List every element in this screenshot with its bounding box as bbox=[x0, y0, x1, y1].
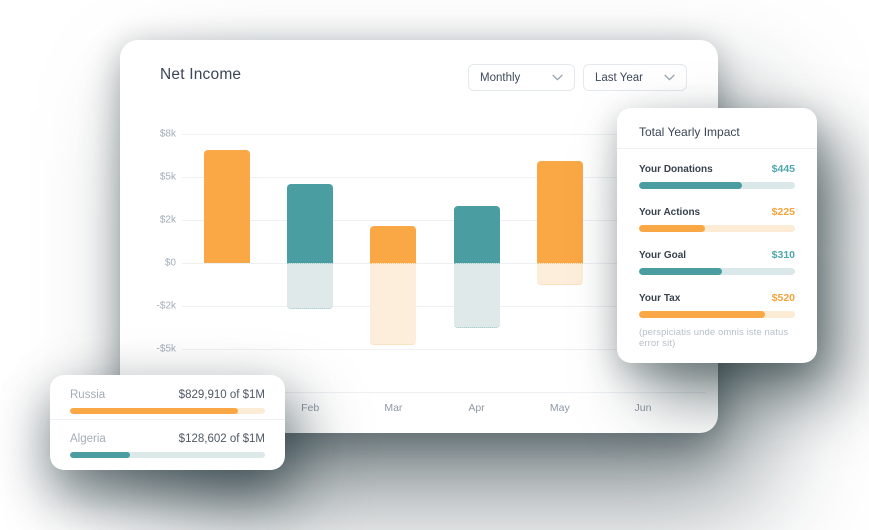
countries-progress-card: Russia $829,910 of $1M Algeria $128,602 of … bbox=[50, 375, 285, 470]
impact-progress-fill bbox=[639, 311, 766, 318]
bar-may-positive bbox=[536, 161, 583, 263]
x-axis-tick-label: Jun bbox=[634, 402, 652, 414]
country-progress-track bbox=[70, 408, 265, 414]
country-row-algeria: Algeria $128,602 of $1M bbox=[70, 433, 265, 458]
impact-row-header: Your Actions $225 bbox=[639, 206, 795, 218]
y-axis-tick-label: $5k bbox=[159, 171, 176, 183]
impact-progress-fill bbox=[639, 268, 722, 275]
x-axis-tick-label: Mar bbox=[384, 402, 403, 414]
country-progress-track bbox=[70, 452, 265, 458]
impact-progress-track bbox=[639, 268, 795, 275]
chart-gridline bbox=[182, 349, 706, 350]
country-label: Algeria bbox=[70, 433, 106, 445]
country-value: $829,910 of $1M bbox=[178, 389, 265, 401]
impact-row-value: $445 bbox=[771, 163, 795, 175]
impact-progress-track bbox=[639, 182, 795, 189]
chevron-down-icon bbox=[664, 74, 675, 81]
impact-progress-fill bbox=[639, 225, 705, 232]
y-axis-tick-label: $8k bbox=[159, 128, 176, 140]
chart-gridline bbox=[182, 263, 706, 264]
country-row-russia: Russia $829,910 of $1M bbox=[70, 389, 265, 414]
impact-row-label: Your Donations bbox=[639, 164, 713, 175]
impact-progress-track bbox=[639, 225, 795, 232]
bar-apr-positive bbox=[453, 205, 500, 263]
period-dropdown[interactable]: Monthly bbox=[468, 64, 575, 91]
divider bbox=[617, 148, 817, 149]
impact-row-your-donations: Your Donations $445 bbox=[639, 163, 795, 199]
divider bbox=[50, 419, 285, 420]
impact-row-value: $225 bbox=[771, 206, 795, 218]
x-axis-tick-label: May bbox=[549, 402, 570, 414]
impact-row-your-actions: Your Actions $225 bbox=[639, 206, 795, 242]
range-dropdown[interactable]: Last Year bbox=[583, 64, 687, 91]
page-title: Net Income bbox=[160, 66, 242, 83]
y-axis-tick-label: $0 bbox=[164, 257, 176, 269]
country-progress-fill bbox=[70, 452, 131, 458]
bar-feb-negative bbox=[287, 263, 334, 309]
impact-row-your-tax: Your Tax $520 bbox=[639, 292, 795, 328]
impact-row-label: Your Actions bbox=[639, 207, 701, 218]
impact-row-header: Your Tax $520 bbox=[639, 292, 795, 304]
bar-apr-negative bbox=[453, 263, 500, 328]
period-dropdown-value: Monthly bbox=[480, 71, 521, 84]
impact-row-label: Your Tax bbox=[639, 293, 681, 304]
impact-progress-track bbox=[639, 311, 795, 318]
country-row-header: Algeria $128,602 of $1M bbox=[70, 433, 265, 445]
bar-mar-negative bbox=[370, 263, 417, 345]
impact-progress-fill bbox=[639, 182, 742, 189]
y-axis-tick-label: -$2k bbox=[156, 300, 176, 312]
impact-row-value: $520 bbox=[771, 292, 795, 304]
impact-footnote: (perspiciatis unde omnis iste natus erro… bbox=[639, 327, 789, 349]
x-axis-tick-label: Apr bbox=[468, 402, 485, 414]
impact-row-header: Your Donations $445 bbox=[639, 163, 795, 175]
chevron-down-icon bbox=[552, 74, 563, 81]
net-income-bar-chart: $8k$5k$2k$0-$2k-$5kJanFebMarAprMayJun bbox=[120, 40, 718, 433]
chart-gridline bbox=[182, 134, 706, 135]
country-value: $128,602 of $1M bbox=[178, 433, 265, 445]
chart-gridline bbox=[182, 306, 706, 307]
bar-mar-positive bbox=[370, 226, 417, 263]
impact-row-value: $310 bbox=[771, 249, 795, 261]
x-axis-tick-label: Feb bbox=[301, 402, 320, 414]
chart-gridline bbox=[182, 220, 706, 221]
country-label: Russia bbox=[70, 389, 106, 401]
y-axis-tick-label: $2k bbox=[159, 214, 176, 226]
country-row-header: Russia $829,910 of $1M bbox=[70, 389, 265, 401]
range-dropdown-value: Last Year bbox=[595, 71, 643, 84]
chart-gridline bbox=[182, 177, 706, 178]
total-yearly-impact-card: Total Yearly Impact Your Donations $445 Yo… bbox=[617, 108, 817, 363]
impact-row-header: Your Goal $310 bbox=[639, 249, 795, 261]
bar-feb-positive bbox=[287, 184, 334, 263]
impact-card-title: Total Yearly Impact bbox=[639, 125, 740, 139]
y-axis-tick-label: -$5k bbox=[156, 343, 176, 355]
country-progress-fill bbox=[70, 408, 238, 414]
bar-jan-positive bbox=[204, 149, 250, 263]
net-income-header: Net Income Monthly Last Year bbox=[120, 40, 718, 100]
bar-may-negative bbox=[536, 263, 583, 285]
impact-row-label: Your Goal bbox=[639, 250, 687, 261]
impact-row-your-goal: Your Goal $310 bbox=[639, 249, 795, 285]
chart-gridline bbox=[182, 392, 706, 393]
